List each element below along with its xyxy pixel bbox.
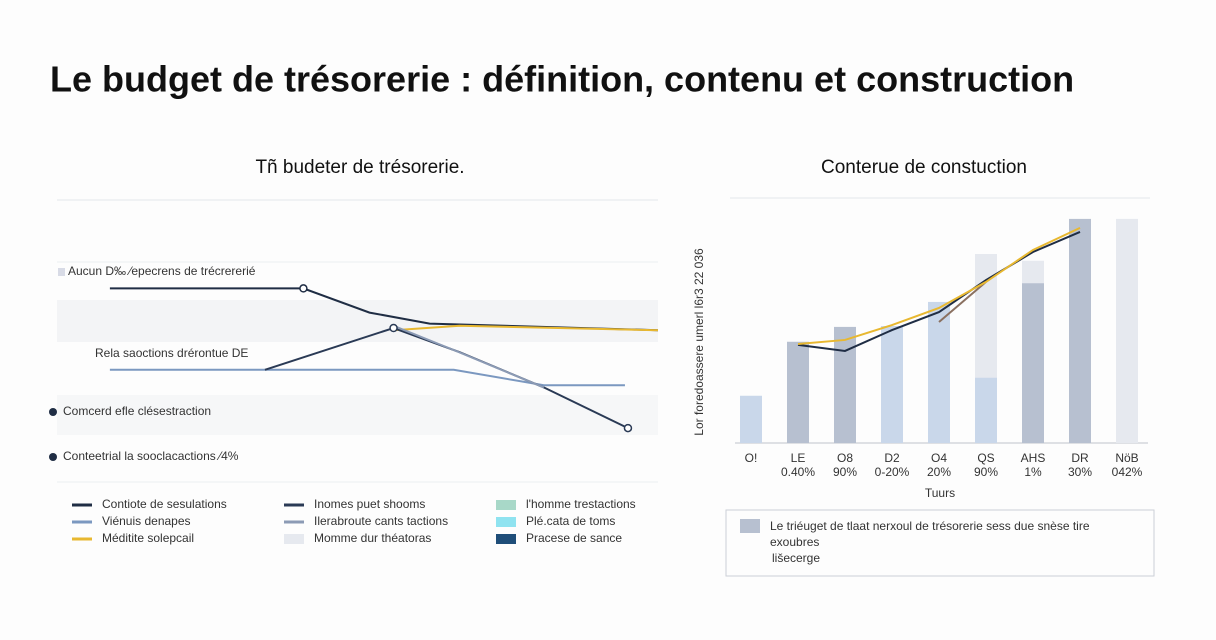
band [57, 395, 658, 435]
x-tick-sublabel: 90% [974, 465, 998, 479]
legend-label: Méditite solepcail [102, 531, 194, 545]
point [389, 323, 398, 333]
annotation-marker [49, 408, 57, 416]
line [109, 287, 659, 332]
x-tick-label: DR [1071, 451, 1089, 465]
annotation: Rela saoctions drérontue DE [95, 346, 248, 360]
bar [1069, 218, 1091, 443]
x-tick-label: QS [977, 451, 994, 465]
x-tick-sublabel: 0.40% [781, 465, 815, 479]
legend-label: Viénuis denapes [102, 514, 191, 528]
bar [928, 301, 950, 443]
annotation-marker [49, 453, 57, 461]
line [393, 324, 545, 389]
note-swatch [740, 519, 760, 533]
legend-swatch [496, 500, 516, 510]
point [623, 423, 633, 433]
legend-label: Ilerabroute cants tactions [314, 514, 448, 528]
x-tick-label: O4 [931, 451, 947, 465]
legend-label: Prасese de sance [526, 531, 622, 545]
legend-swatch [496, 534, 516, 544]
legend-swatch [496, 517, 516, 527]
x-tick-sublabel: 30% [1068, 465, 1092, 479]
bar [975, 377, 997, 443]
x-tick-sublabel: 0-20% [875, 465, 910, 479]
annotation: Comcerd efle clésestraction [63, 404, 211, 418]
x-tick-label: LE [791, 451, 806, 465]
note-text: Le triéuget de tlaat nerxoul de trésorer… [770, 519, 1090, 533]
annotation-marker [58, 268, 65, 276]
note-text: exoubres [770, 535, 819, 549]
annotation: Aucun D‰ ⁄epecrens de trécrererié [68, 264, 256, 278]
x-tick-label: O8 [837, 451, 853, 465]
bar [834, 326, 856, 443]
line [797, 231, 1081, 353]
bar [881, 326, 903, 443]
legend-label: Inomes puet shooms [314, 497, 425, 511]
x-tick-label: AHS [1021, 451, 1046, 465]
band [57, 300, 658, 342]
chart-title: Conterue de constuction [821, 157, 1027, 178]
chart-title: Tñ budeter de trésorerie. [255, 157, 464, 178]
y-axis-label: Lor foredoassere umerl l6r3 22 036 [692, 248, 706, 436]
bar [1116, 218, 1138, 443]
line [393, 324, 659, 332]
legend-swatch [284, 534, 304, 544]
x-axis-label: Tuurs [925, 486, 955, 500]
point [299, 284, 308, 293]
legend-label: Plé.cata de toms [526, 514, 615, 528]
legend-label: l'homme trestactions [526, 497, 636, 511]
x-tick-sublabel: 90% [833, 465, 857, 479]
annotation: Conteetrial la sooclacactions ⁄4% [63, 449, 239, 463]
bar [740, 395, 762, 443]
x-tick-sublabel: 20% [927, 465, 951, 479]
x-tick-sublabel: 042% [1112, 465, 1143, 479]
x-tick-label: O! [745, 451, 758, 465]
bar [1022, 283, 1044, 443]
line [797, 226, 1081, 345]
legend-label: Momme dur théatoras [314, 531, 431, 545]
x-tick-label: D2 [884, 451, 900, 465]
note-box [725, 509, 1155, 577]
x-tick-label: NöB [1115, 451, 1138, 465]
line [939, 234, 1080, 322]
page-title: Le budget de trésorerie : définition, co… [50, 59, 1074, 100]
line [109, 368, 625, 387]
x-tick-sublabel: 1% [1024, 465, 1042, 479]
legend-label: Contiote de sesulations [102, 497, 227, 511]
note-text: lišecerge [772, 551, 820, 565]
bar [787, 341, 809, 443]
